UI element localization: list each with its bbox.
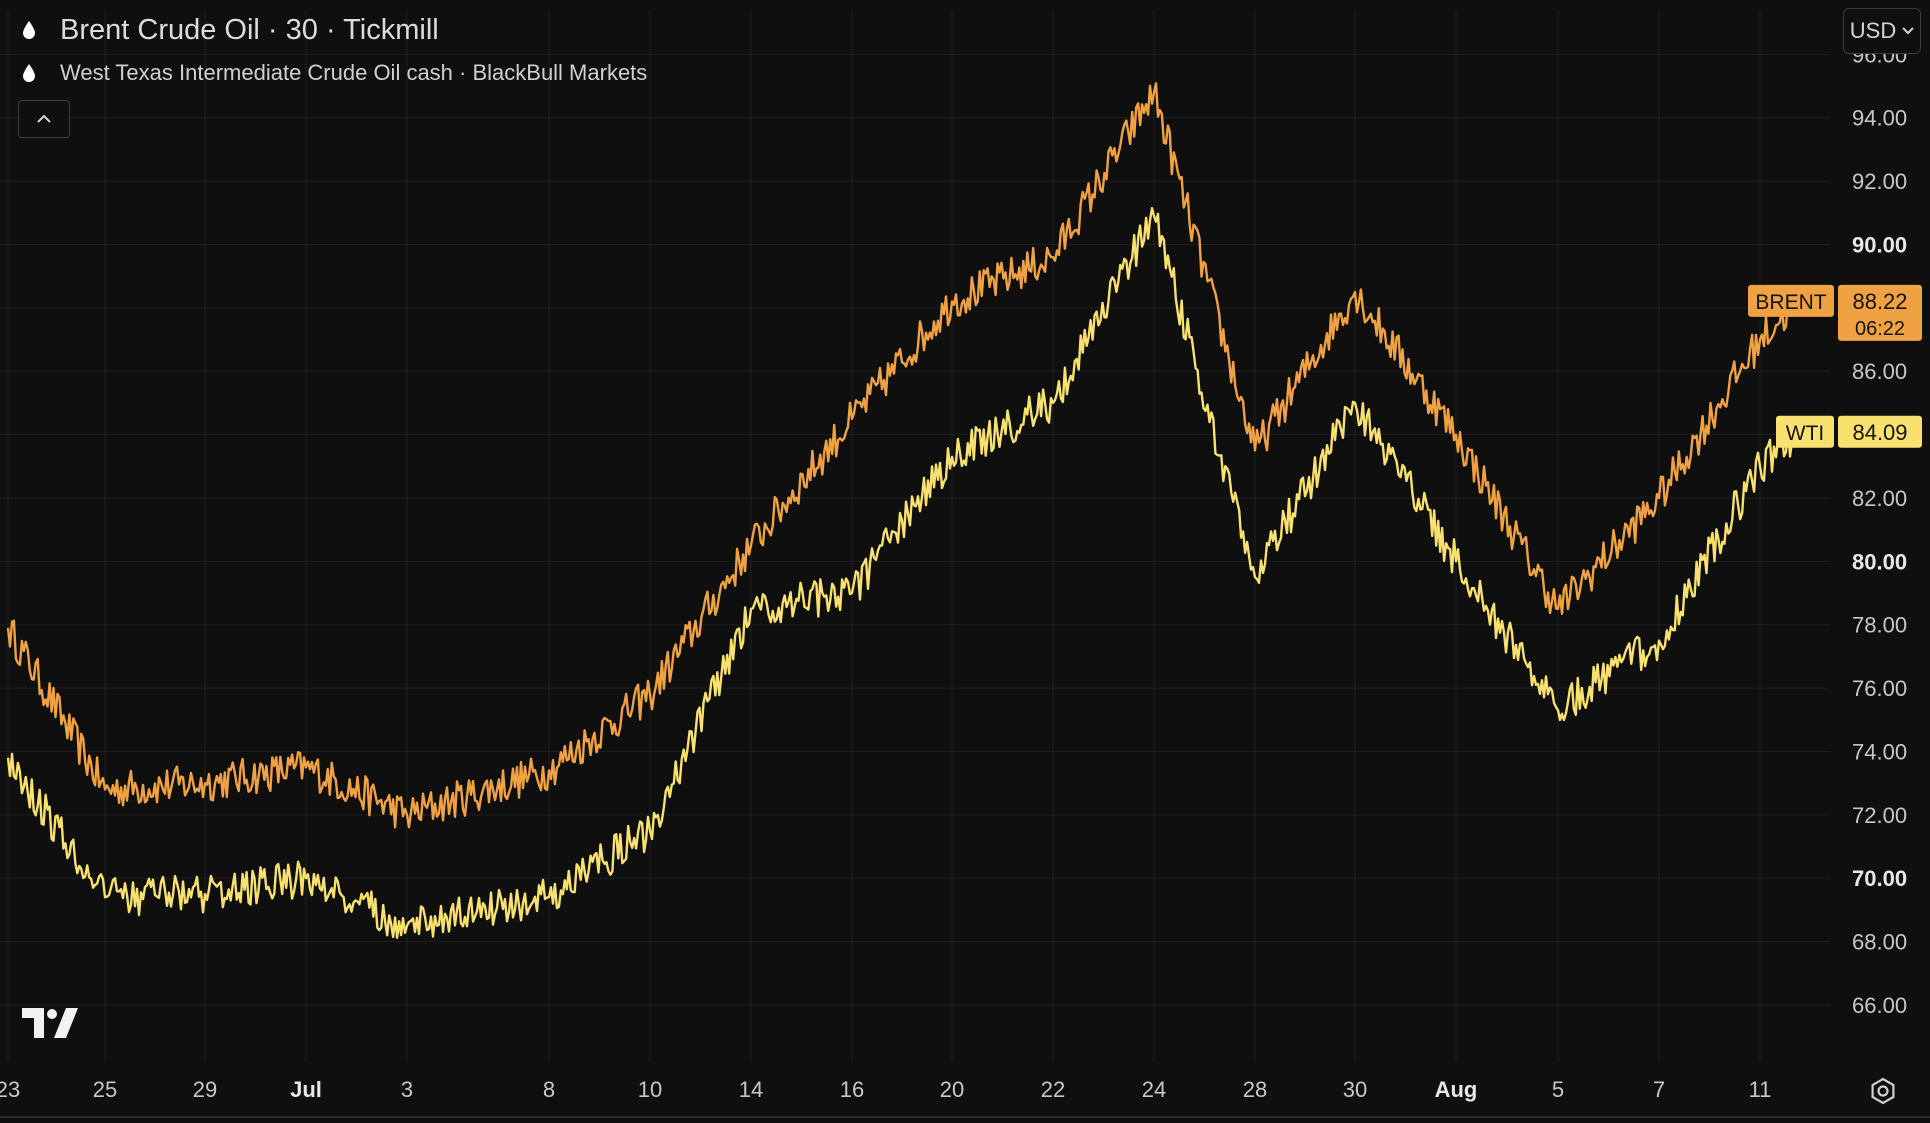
currency-select[interactable]: USD — [1843, 8, 1921, 54]
bottom-border — [0, 1116, 1930, 1118]
y-tick-label: 74.00 — [1852, 739, 1907, 764]
y-tick-label: 68.00 — [1852, 930, 1907, 955]
x-tick-label: 20 — [940, 1077, 964, 1102]
price-tag-value: 88.22 — [1852, 289, 1907, 314]
x-tick-label: 7 — [1653, 1077, 1665, 1102]
legend-title-brent: Brent Crude Oil · 30 · Tickmill — [60, 13, 439, 46]
x-tick-label: 23 — [0, 1077, 20, 1102]
y-tick-label: 70.00 — [1852, 866, 1907, 891]
chevron-down-icon — [1902, 27, 1914, 35]
x-tick-label: 5 — [1552, 1077, 1564, 1102]
grid-lines — [0, 10, 1830, 1062]
drop-icon — [23, 64, 35, 82]
y-tick-label: 66.00 — [1852, 993, 1907, 1018]
x-tick-label: 29 — [193, 1077, 217, 1102]
y-tick-label: 86.00 — [1852, 359, 1907, 384]
x-tick-label: Jul — [290, 1077, 322, 1102]
legend-collapse-button[interactable] — [18, 100, 70, 138]
chevron-up-icon — [37, 114, 51, 123]
y-tick-label: 82.00 — [1852, 486, 1907, 511]
gear-icon[interactable] — [1868, 1076, 1898, 1106]
chart-legend: Brent Crude Oil · 30 · Tickmill West Tex… — [22, 10, 647, 90]
currency-label: USD — [1849, 18, 1897, 43]
y-tick-label: 80.00 — [1852, 549, 1907, 574]
x-tick-label: 30 — [1343, 1077, 1367, 1102]
x-tick-label: 3 — [401, 1077, 413, 1102]
price-tags: 88.22 06:22 BRENT 84.09 WTI — [1748, 284, 1922, 448]
x-tick-label: Aug — [1435, 1077, 1478, 1102]
x-tick-label: 14 — [739, 1077, 763, 1102]
price-tag-brent — [1838, 284, 1922, 341]
x-tick-label: 11 — [1749, 1077, 1772, 1102]
x-tick-label: 10 — [638, 1077, 662, 1102]
series-name-tag-label: BRENT — [1755, 291, 1826, 314]
x-tick-label: 22 — [1041, 1077, 1065, 1102]
x-axis[interactable]: 23 25 29 Jul 3 8 10 14 16 20 22 24 28 30 Aug 5 7 11 — [0, 1077, 1771, 1102]
series-name-tag-wti — [1776, 415, 1834, 448]
x-tick-label: 25 — [93, 1077, 117, 1102]
y-axis[interactable]: 66.00 68.00 70.00 72.00 74.00 76.00 78.00 80.00… — [1852, 42, 1907, 1018]
series-layer — [6, 82, 1800, 939]
price-tag-value: 84.09 — [1852, 420, 1907, 445]
legend-row-brent[interactable]: Brent Crude Oil · 30 · Tickmill — [22, 10, 647, 50]
x-tick-label: 8 — [543, 1077, 555, 1102]
y-tick-label: 76.00 — [1852, 676, 1907, 701]
price-tag-wti — [1838, 415, 1922, 448]
tradingview-logo-icon[interactable] — [22, 1008, 78, 1038]
x-tick-label: 24 — [1142, 1077, 1166, 1102]
x-tick-label: 16 — [840, 1077, 864, 1102]
legend-row-wti[interactable]: West Texas Intermediate Crude Oil cash ·… — [22, 56, 647, 90]
price-tag-countdown: 06:22 — [1855, 318, 1905, 340]
y-tick-label: 94.00 — [1852, 106, 1907, 131]
x-tick-label: 28 — [1243, 1077, 1267, 1102]
y-tick-label: 92.00 — [1852, 169, 1907, 194]
y-tick-label: 72.00 — [1852, 803, 1907, 828]
series-name-tag-brent — [1748, 284, 1834, 317]
y-tick-label: 78.00 — [1852, 613, 1907, 638]
series-name-tag-label: WTI — [1786, 422, 1824, 445]
series-line-wti — [6, 207, 1800, 939]
series-line-brent — [6, 82, 1800, 829]
y-tick-label: 90.00 — [1852, 232, 1907, 257]
drop-icon — [23, 21, 35, 39]
legend-title-wti: West Texas Intermediate Crude Oil cash ·… — [60, 60, 648, 85]
